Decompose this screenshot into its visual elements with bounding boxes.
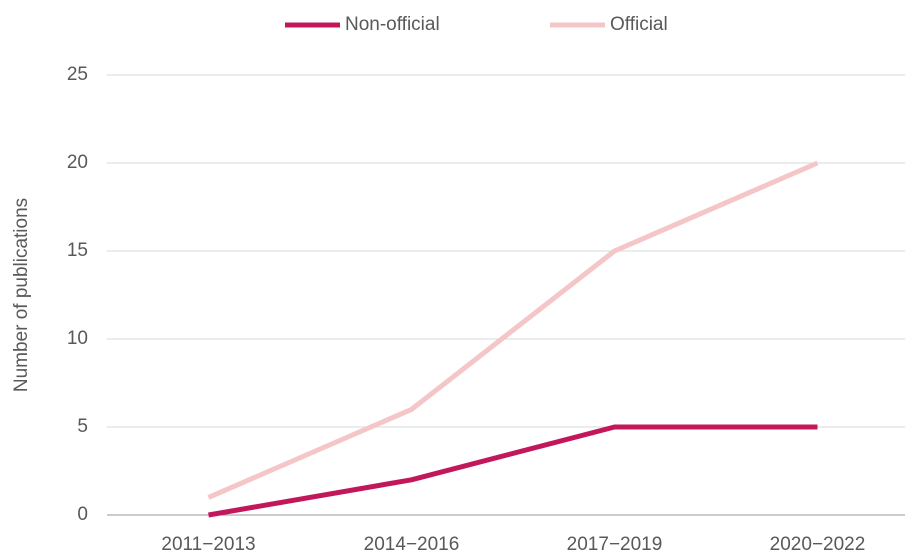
series-line <box>208 424 818 518</box>
y-tick-label: 15 <box>67 240 88 261</box>
x-tick-label: 2020−2022 <box>770 534 866 555</box>
x-tick-label: 2014−2016 <box>364 534 460 555</box>
y-tick-label: 10 <box>67 328 88 349</box>
y-tick-label: 5 <box>77 416 88 437</box>
y-tick-label: 20 <box>67 152 88 173</box>
series-line <box>207 160 819 500</box>
legend-label: Official <box>610 14 668 35</box>
y-axis-label: Number of publications <box>11 198 32 392</box>
x-tick-label: 2011−2013 <box>161 534 255 555</box>
y-tick-label: 0 <box>77 504 88 525</box>
y-tick-label: 25 <box>67 64 88 85</box>
x-tick-label: 2017−2019 <box>567 534 663 555</box>
legend-label: Non-official <box>345 14 440 35</box>
